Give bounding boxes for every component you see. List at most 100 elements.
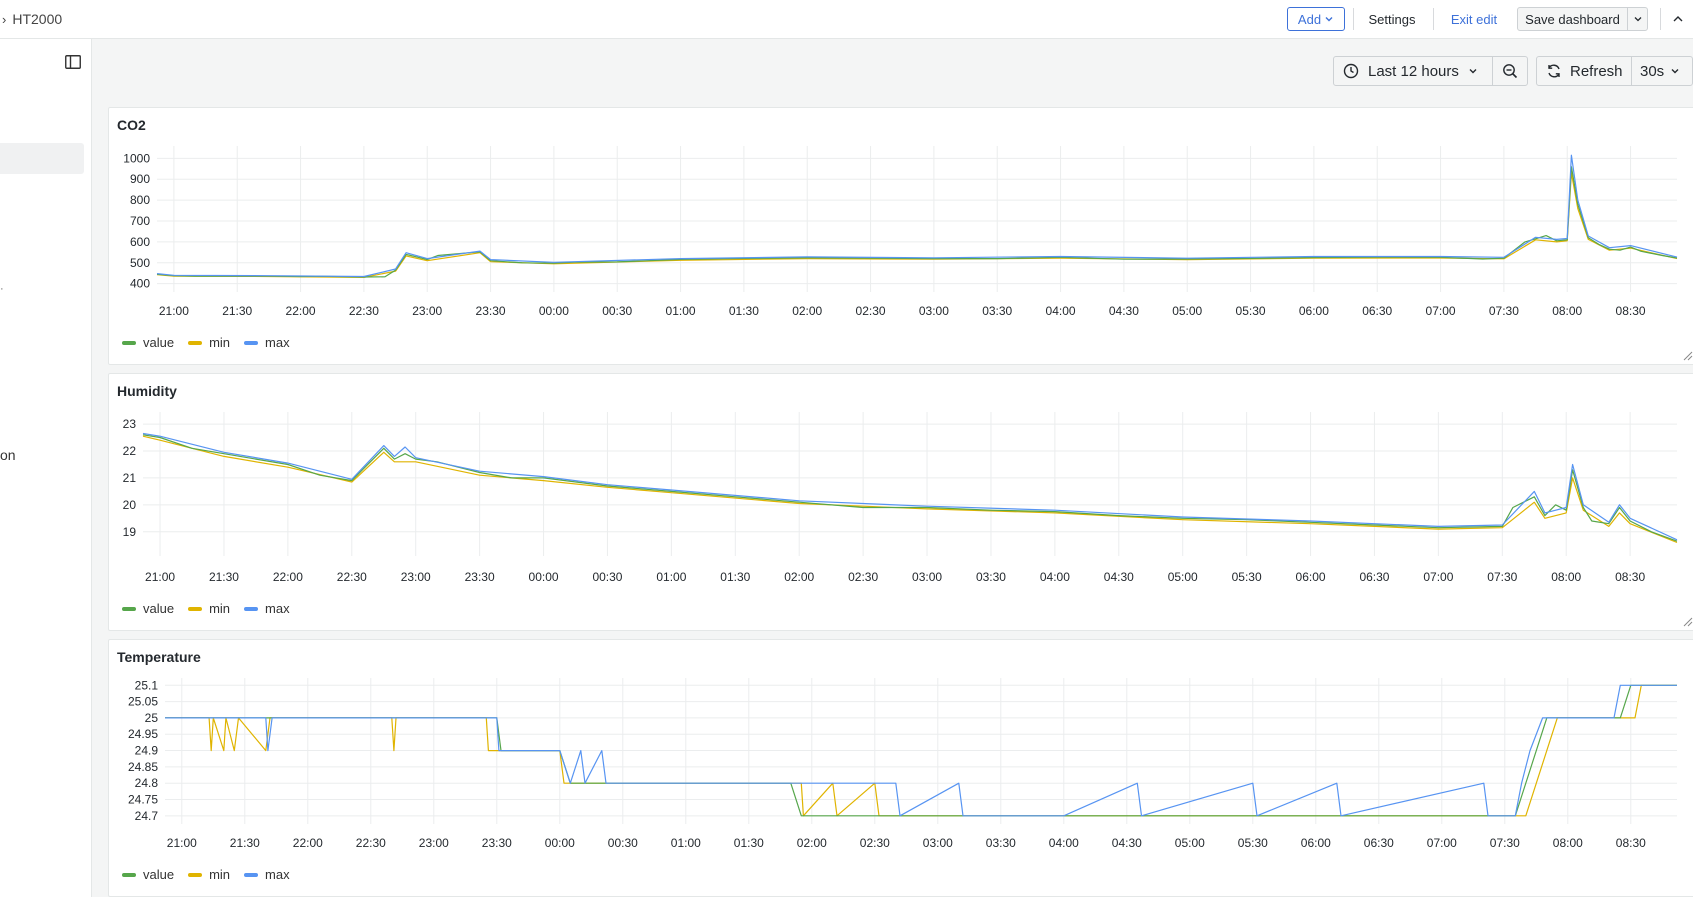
panel-humidity[interactable]: Humidity 19 20 21 22 23 21:00 21:30 22:00 22:30 2… bbox=[108, 373, 1693, 631]
legend-swatch bbox=[122, 606, 136, 611]
y-tick-label: 24.7 bbox=[135, 809, 159, 823]
refresh-interval-picker[interactable]: 30s bbox=[1631, 56, 1693, 86]
x-tick-label: 22:30 bbox=[349, 304, 379, 318]
x-tick-label: 22:30 bbox=[337, 570, 367, 584]
panel-temperature[interactable]: Temperature 24.7 24.75 24.8 24.85 24.9 24.95 2… bbox=[108, 639, 1693, 897]
series-line-value[interactable] bbox=[156, 166, 1678, 278]
time-range-label: Last 12 hours bbox=[1368, 62, 1459, 80]
sidebar-item-fragment[interactable]: on bbox=[0, 447, 16, 463]
legend-item-value[interactable]: value bbox=[122, 867, 174, 882]
x-tick-label: 23:30 bbox=[465, 570, 495, 584]
x-tick-label: 03:00 bbox=[919, 304, 949, 318]
x-tick-label: 05:00 bbox=[1168, 570, 1198, 584]
x-tick-label: 21:30 bbox=[209, 570, 239, 584]
y-tick-label: 20 bbox=[123, 498, 137, 512]
zoom-out-button[interactable] bbox=[1492, 56, 1528, 86]
legend-swatch bbox=[122, 340, 136, 345]
x-tick-label: 06:30 bbox=[1359, 570, 1389, 584]
y-tick-label: 24.9 bbox=[135, 744, 159, 758]
legend-item-min[interactable]: min bbox=[188, 601, 230, 616]
series-line-min[interactable] bbox=[142, 435, 1678, 544]
x-tick-label: 03:30 bbox=[976, 570, 1006, 584]
refresh-label: Refresh bbox=[1570, 62, 1623, 80]
y-tick-label: 24.85 bbox=[128, 760, 158, 774]
legend-item-value[interactable]: value bbox=[122, 601, 174, 616]
x-tick-label: 07:00 bbox=[1427, 836, 1457, 850]
x-tick-label: 02:00 bbox=[797, 836, 827, 850]
legend-item-max[interactable]: max bbox=[244, 335, 290, 350]
legend-label: value bbox=[143, 335, 175, 350]
x-tick-label: 08:00 bbox=[1551, 570, 1581, 584]
y-tick-label: 1000 bbox=[123, 151, 150, 165]
x-tick-label: 02:30 bbox=[856, 304, 886, 318]
legend-swatch bbox=[244, 340, 259, 345]
collapse-topbar-button[interactable] bbox=[1668, 7, 1688, 31]
legend-item-max[interactable]: max bbox=[244, 601, 290, 616]
save-dashboard-button[interactable]: Save dashboard bbox=[1517, 7, 1648, 31]
x-tick-label: 07:00 bbox=[1423, 570, 1453, 584]
chart-legend: value min max bbox=[122, 335, 290, 350]
legend-label: max bbox=[265, 601, 290, 616]
y-tick-label: 500 bbox=[130, 256, 150, 270]
legend-swatch bbox=[122, 872, 136, 877]
legend-item-value[interactable]: value bbox=[122, 335, 174, 350]
x-tick-label: 23:00 bbox=[419, 836, 449, 850]
x-tick-label: 05:00 bbox=[1172, 304, 1202, 318]
dock-panel-icon[interactable] bbox=[65, 55, 81, 69]
panel-title[interactable]: Temperature bbox=[117, 649, 201, 665]
x-tick-label: 06:30 bbox=[1364, 836, 1394, 850]
co2-chart[interactable]: 400 500 600 700 800 900 1000 21:00 21:30 22:00 22:… bbox=[109, 108, 1693, 366]
resize-handle-icon[interactable] bbox=[1683, 617, 1693, 627]
panel-co2[interactable]: CO2 400 500 600 700 800 900 1000 21:00 21:30 22:0… bbox=[108, 107, 1693, 365]
x-tick-label: 00:30 bbox=[608, 836, 638, 850]
dashboard-title[interactable]: HT2000 bbox=[12, 11, 63, 27]
sidebar-fragment-mark: · bbox=[0, 283, 4, 295]
panel-title[interactable]: CO2 bbox=[117, 117, 146, 133]
sidebar-item-active[interactable] bbox=[0, 143, 84, 174]
settings-button[interactable]: Settings bbox=[1368, 11, 1416, 27]
y-tick-label: 19 bbox=[123, 525, 137, 539]
x-tick-label: 02:00 bbox=[784, 570, 814, 584]
series-line-max[interactable] bbox=[142, 432, 1678, 541]
legend-swatch bbox=[244, 606, 259, 611]
legend-item-min[interactable]: min bbox=[188, 867, 230, 882]
y-tick-label: 800 bbox=[130, 193, 150, 207]
x-tick-label: 04:30 bbox=[1104, 570, 1134, 584]
x-tick-label: 04:00 bbox=[1040, 570, 1070, 584]
x-tick-label: 22:00 bbox=[286, 304, 316, 318]
x-tick-label: 03:30 bbox=[986, 836, 1016, 850]
refresh-button[interactable]: Refresh bbox=[1536, 56, 1632, 86]
chevron-down-icon bbox=[1634, 17, 1641, 22]
y-tick-label: 700 bbox=[130, 214, 150, 228]
resize-handle-icon[interactable] bbox=[1683, 351, 1693, 361]
x-tick-label: 06:00 bbox=[1296, 570, 1326, 584]
series-line-min[interactable] bbox=[156, 172, 1678, 278]
x-tick-label: 05:30 bbox=[1236, 304, 1266, 318]
time-range-picker[interactable]: Last 12 hours bbox=[1333, 56, 1493, 86]
legend-item-max[interactable]: max bbox=[244, 867, 290, 882]
y-tick-label: 900 bbox=[130, 172, 150, 186]
x-tick-label: 21:00 bbox=[159, 304, 189, 318]
save-options-dropdown[interactable] bbox=[1627, 8, 1647, 30]
x-tick-label: 06:00 bbox=[1301, 836, 1331, 850]
exit-edit-button[interactable]: Exit edit bbox=[1450, 11, 1498, 27]
y-tick-label: 23 bbox=[123, 417, 137, 431]
add-button-label: Add bbox=[1297, 11, 1322, 27]
y-tick-label: 25.05 bbox=[128, 695, 158, 709]
legend-item-min[interactable]: min bbox=[188, 335, 230, 350]
y-tick-label: 25 bbox=[145, 711, 159, 725]
x-tick-label: 02:30 bbox=[860, 836, 890, 850]
toolbar-divider bbox=[1433, 8, 1434, 30]
x-tick-label: 08:00 bbox=[1553, 836, 1583, 850]
x-tick-label: 04:00 bbox=[1046, 304, 1076, 318]
add-button[interactable]: Add bbox=[1287, 7, 1345, 31]
series-line-max[interactable] bbox=[165, 684, 1677, 817]
panel-title[interactable]: Humidity bbox=[117, 383, 177, 399]
legend-label: value bbox=[143, 601, 175, 616]
temperature-chart[interactable]: 24.7 24.75 24.8 24.85 24.9 24.95 25 25.05 25.1 21… bbox=[109, 640, 1693, 897]
series-line-max[interactable] bbox=[156, 154, 1678, 278]
y-tick-label: 21 bbox=[123, 471, 137, 485]
humidity-chart[interactable]: 19 20 21 22 23 21:00 21:30 22:00 22:30 23:00 23:30… bbox=[109, 374, 1693, 632]
x-tick-label: 08:00 bbox=[1552, 304, 1582, 318]
x-tick-label: 23:00 bbox=[412, 304, 442, 318]
